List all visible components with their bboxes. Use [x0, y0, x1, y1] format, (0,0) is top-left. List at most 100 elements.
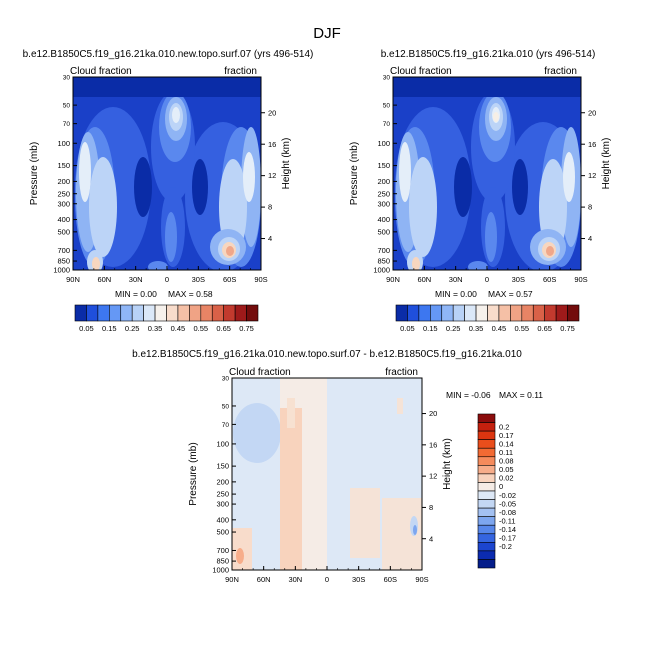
figure-title: DJF — [313, 25, 341, 42]
variable-label: Cloud fraction — [229, 367, 291, 378]
colorbar-swatch — [441, 304, 454, 322]
colorbar-swatch — [477, 499, 496, 509]
height-tick-label: 4 — [588, 234, 592, 243]
height-tick-label: 4 — [429, 534, 433, 543]
y-axis-label: Pressure (mb) — [349, 142, 360, 205]
y-tick-label: 200 — [216, 477, 229, 486]
y-tick-label: 1000 — [212, 566, 229, 575]
colorbar-swatch — [395, 304, 408, 322]
y-tick-label: 50 — [383, 103, 391, 110]
height-tick-label: 4 — [268, 234, 272, 243]
height-tick-label: 20 — [588, 108, 596, 117]
colorbar-swatch — [223, 304, 236, 322]
colorbar-swatch — [487, 304, 500, 322]
colorbar-swatch — [477, 524, 496, 535]
x-tick-label: 30N — [288, 575, 302, 584]
height-tick-label: 8 — [429, 503, 433, 512]
colorbar-swatch — [477, 507, 496, 517]
panels-layer: b.e12.B1850C5.f19_g16.21ka.010.new.topo.… — [23, 49, 612, 584]
y-tick-label: 850 — [377, 257, 390, 266]
colorbar-swatch — [544, 304, 557, 322]
colorbar-label: 0.08 — [499, 457, 514, 466]
y-right-axis-label: Height (km) — [281, 138, 292, 190]
colorbar-label: 0.15 — [102, 324, 117, 333]
colorbar-label: 0.25 — [446, 324, 461, 333]
x-tick-label: 90S — [415, 575, 428, 584]
y-tick-label: 250 — [377, 189, 390, 198]
colorbar-absolute-2: 0.05 0.15 0.25 0.35 0.45 0.55 0.65 0.75 — [395, 304, 580, 333]
y-tick-label: 250 — [216, 490, 229, 499]
y-tick-label: 30 — [383, 75, 391, 82]
x-tick-label: 60S — [223, 275, 236, 284]
colorbar-label: 0.02 — [499, 474, 514, 483]
colorbar-swatch — [477, 430, 496, 440]
colorbar-label: 0 — [499, 482, 503, 491]
contour-field — [232, 378, 422, 570]
max-label: MAX = 0.57 — [488, 289, 533, 299]
x-tick-label: 0 — [165, 275, 169, 284]
min-label: MIN = 0.00 — [435, 289, 477, 299]
y-tick-label: 850 — [57, 257, 70, 266]
contour-field — [73, 77, 261, 270]
y-tick-label: 50 — [63, 103, 71, 110]
colorbar-label: 0.75 — [560, 324, 575, 333]
colorbar-label: -0.17 — [499, 534, 516, 543]
panel-b: b.e12.B1850C5.f19_g16.21ka.010 (yrs 496-… — [349, 49, 612, 299]
colorbar-label: 0.14 — [499, 439, 514, 448]
colorbar-swatch — [567, 304, 580, 322]
y-tick-label: 300 — [377, 199, 390, 208]
colorbar-label: 0.55 — [515, 324, 530, 333]
y-tick-label: 200 — [57, 177, 70, 186]
colorbar-swatch — [477, 447, 496, 458]
y-tick-label: 30 — [63, 75, 71, 82]
min-label: MIN = 0.00 — [115, 289, 157, 299]
colorbar-swatch — [477, 422, 496, 432]
y-tick-label: 500 — [57, 227, 70, 236]
colorbar-swatch — [211, 304, 224, 322]
x-tick-label: 30N — [449, 275, 463, 284]
colorbar-label: -0.14 — [499, 525, 516, 534]
y-tick-label: 850 — [216, 557, 229, 566]
y-tick-label: 1000 — [53, 266, 70, 275]
y-tick-label: 300 — [216, 500, 229, 509]
colorbar-swatch — [189, 304, 202, 322]
colorbar-swatch — [452, 304, 465, 322]
max-label: MAX = 0.58 — [168, 289, 213, 299]
panel-title: b.e12.B1850C5.f19_g16.21ka.010.new.topo.… — [132, 349, 522, 360]
y-tick-label: 70 — [63, 121, 71, 128]
colorbar-label: -0.08 — [499, 508, 516, 517]
colorbar-swatch — [477, 456, 496, 466]
y-axis-label: Pressure (mb) — [188, 442, 199, 505]
y-tick-label: 70 — [222, 422, 230, 429]
height-tick-label: 20 — [429, 409, 437, 418]
y-tick-label: 70 — [383, 121, 391, 128]
colorbar-swatch — [475, 304, 488, 322]
x-tick-label: 30S — [512, 275, 525, 284]
variable-label: Cloud fraction — [70, 66, 132, 77]
colorbar-label: 0.17 — [499, 431, 514, 440]
x-tick-label: 60N — [257, 575, 271, 584]
colorbar-label: 0.45 — [492, 324, 507, 333]
y-tick-label: 700 — [377, 246, 390, 255]
height-tick-label: 20 — [268, 108, 276, 117]
colorbar-swatch — [477, 482, 496, 492]
height-tick-label: 16 — [588, 140, 596, 149]
colorbar-swatch — [477, 533, 496, 543]
x-tick-label: 90S — [254, 275, 267, 284]
colorbar-label: 0.25 — [125, 324, 140, 333]
colorbar-swatch — [97, 304, 110, 322]
units-label: fraction — [544, 66, 577, 77]
colorbar-swatch — [131, 304, 144, 322]
panel-title: b.e12.B1850C5.f19_g16.21ka.010 (yrs 496-… — [381, 49, 596, 60]
colorbar-swatch — [477, 559, 496, 569]
height-tick-label: 12 — [429, 472, 437, 481]
y-tick-label: 200 — [377, 177, 390, 186]
colorbar-label: 0.05 — [499, 465, 514, 474]
colorbar-swatch — [166, 304, 179, 322]
colorbar-swatch — [120, 304, 133, 322]
panel-title: b.e12.B1850C5.f19_g16.21ka.010.new.topo.… — [23, 49, 314, 60]
y-tick-label: 500 — [216, 528, 229, 537]
y-tick-label: 1000 — [373, 266, 390, 275]
colorbar-label: 0.35 — [469, 324, 484, 333]
